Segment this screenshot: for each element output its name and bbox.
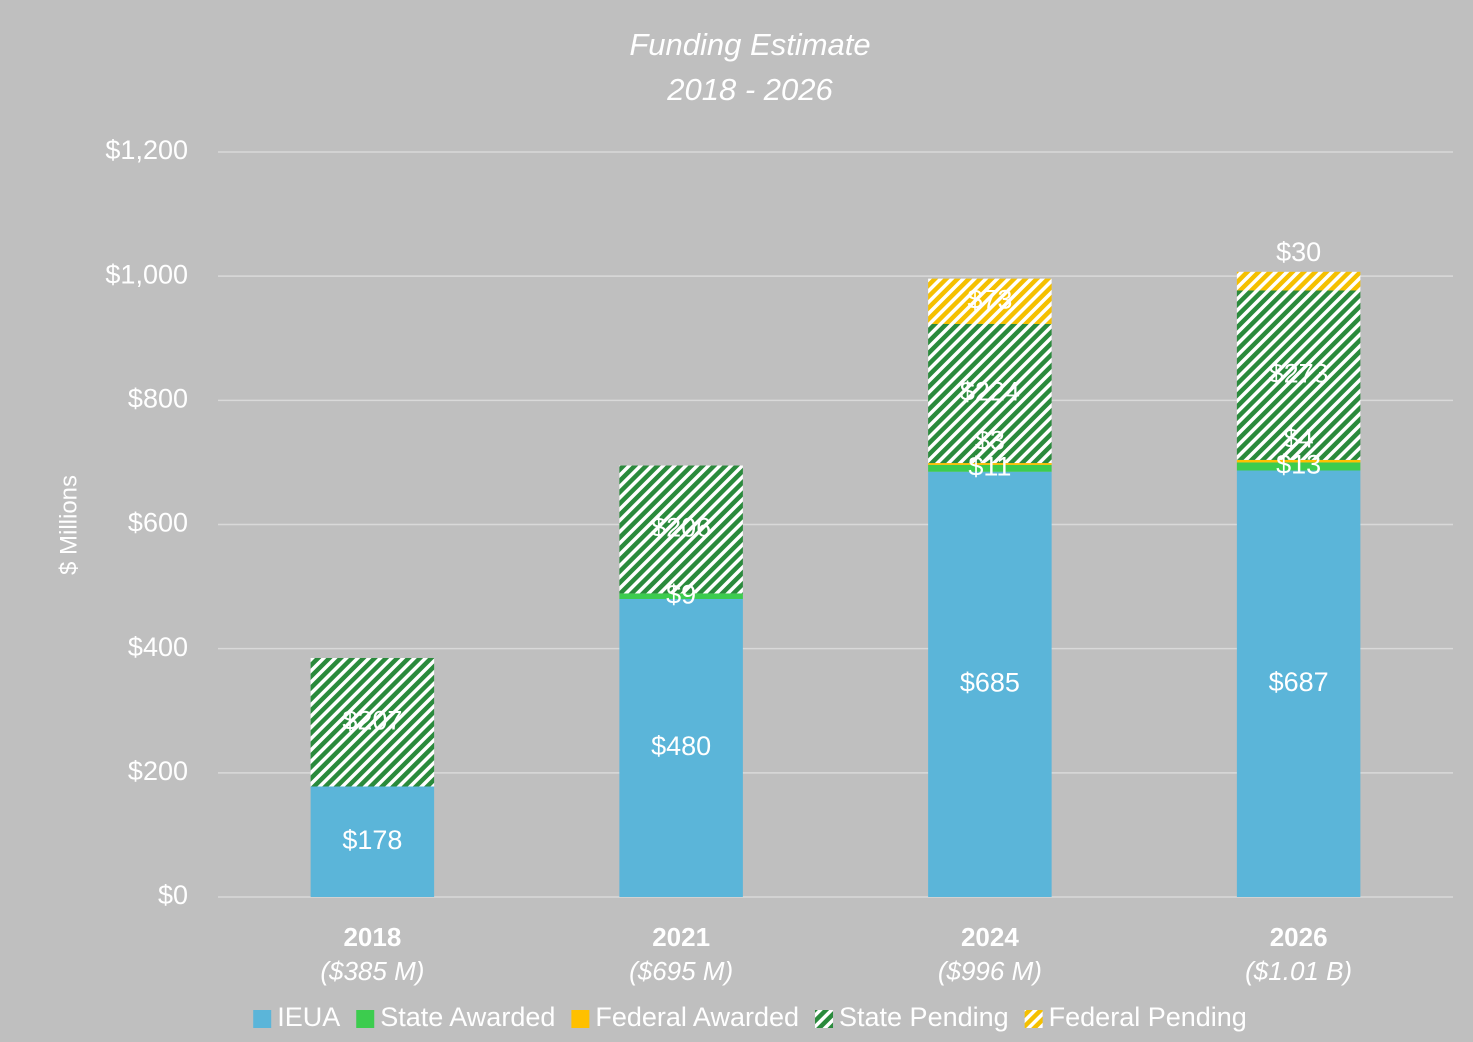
bar-segment <box>1236 462 1361 471</box>
legend-swatch <box>1024 1010 1043 1028</box>
legend-swatch <box>356 1010 375 1028</box>
data-label: $30 <box>1276 237 1321 267</box>
data-label: $178 <box>342 825 402 855</box>
data-label: $273 <box>1269 358 1329 388</box>
y-tick-label: $200 <box>128 756 188 786</box>
data-label: $73 <box>967 284 1012 314</box>
legend-label: IEUA <box>277 1002 340 1032</box>
x-tick-sublabel: ($695 M) <box>629 956 733 986</box>
data-label: $687 <box>1269 667 1329 697</box>
bar-segment <box>928 463 1052 465</box>
bar-segment <box>619 599 743 897</box>
data-label: $207 <box>342 705 402 735</box>
bar-segment <box>1236 271 1361 291</box>
legend-swatch <box>815 1010 834 1028</box>
y-tick-label: $400 <box>128 632 188 662</box>
bar-segment <box>310 657 435 787</box>
legend: IEUA State Awarded Federal Awarded State Pe… <box>253 1002 1247 1032</box>
x-tick-sublabel: ($1.01 B) <box>1245 956 1352 986</box>
y-tick-label: $1,200 <box>105 135 188 165</box>
bar-segment <box>619 593 743 599</box>
data-label: $685 <box>960 667 1020 697</box>
y-tick-label: $1,000 <box>105 259 188 289</box>
bar-segment <box>1236 290 1361 460</box>
data-label: $13 <box>1276 450 1321 480</box>
x-tick-sublabel: ($996 M) <box>938 956 1042 986</box>
data-label: $11 <box>968 451 1011 481</box>
legend-label: Federal Pending <box>1049 1002 1247 1032</box>
bar-segment <box>928 464 1052 472</box>
bar-segment <box>310 786 435 897</box>
chart-subtitle: 2018 - 2026 <box>666 72 833 107</box>
data-label: $3 <box>975 425 1005 455</box>
bar-segment <box>1236 459 1361 463</box>
bar-segment <box>928 323 1052 464</box>
y-tick-label: $600 <box>128 508 188 538</box>
bar-segment <box>619 465 743 594</box>
bar-segment <box>928 471 1052 897</box>
y-axis-label: $ Millions <box>55 475 82 575</box>
y-tick-label: $0 <box>158 880 188 910</box>
legend-swatch <box>253 1010 272 1028</box>
x-tick-label: 2021 <box>652 922 710 952</box>
x-tick-label: 2024 <box>961 922 1019 952</box>
y-tick-label: $800 <box>128 383 188 413</box>
data-label: $9 <box>666 579 696 609</box>
legend-label: State Awarded <box>380 1002 555 1032</box>
chart-title: Funding Estimate <box>629 27 870 62</box>
bar-segment <box>1236 470 1361 897</box>
x-tick-sublabel: ($385 M) <box>320 956 424 986</box>
bar-segment <box>928 278 1052 324</box>
x-tick-label: 2026 <box>1270 922 1328 952</box>
data-label: $4 <box>1284 424 1314 454</box>
legend-label: State Pending <box>839 1002 1009 1032</box>
legend-swatch <box>571 1010 590 1028</box>
data-label: $480 <box>651 731 711 761</box>
data-label: $224 <box>960 377 1020 407</box>
x-tick-label: 2018 <box>343 922 401 952</box>
legend-label: Federal Awarded <box>595 1002 799 1032</box>
data-label: $206 <box>651 513 711 543</box>
